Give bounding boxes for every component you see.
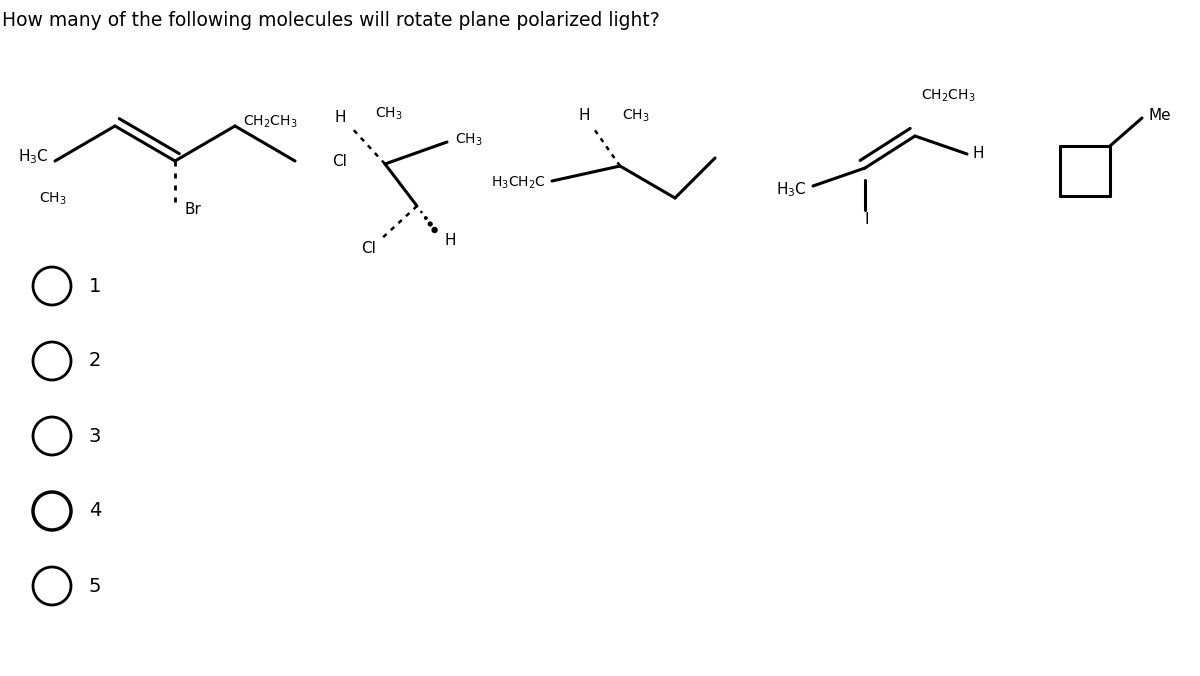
Text: $\mathregular{CH_3}$: $\mathregular{CH_3}$	[40, 191, 67, 208]
Text: $\mathregular{CH_3}$: $\mathregular{CH_3}$	[455, 132, 482, 148]
Text: $\mathregular{H_3C}$: $\mathregular{H_3C}$	[776, 180, 808, 199]
Text: Cl: Cl	[361, 241, 377, 256]
Text: I: I	[865, 212, 869, 228]
Circle shape	[425, 217, 427, 219]
Text: 5: 5	[89, 577, 102, 596]
Text: $\mathregular{CH_2CH_3}$: $\mathregular{CH_2CH_3}$	[242, 114, 298, 130]
Text: 3: 3	[89, 427, 101, 445]
Text: $\mathregular{CH_2CH_3}$: $\mathregular{CH_2CH_3}$	[922, 88, 976, 104]
Text: Cl: Cl	[332, 155, 347, 170]
Text: $\mathregular{H_3CH_2C}$: $\mathregular{H_3CH_2C}$	[491, 175, 546, 191]
Text: 1: 1	[89, 276, 101, 295]
Text: How many of the following molecules will rotate plane polarized light?: How many of the following molecules will…	[2, 11, 660, 30]
Text: $\mathregular{CH_3}$: $\mathregular{CH_3}$	[622, 107, 650, 124]
Text: $\mathregular{CH_3}$: $\mathregular{CH_3}$	[376, 106, 403, 122]
Text: H: H	[578, 109, 589, 124]
Text: H: H	[335, 110, 346, 126]
Text: H: H	[445, 233, 456, 249]
Text: $\mathregular{H_3C}$: $\mathregular{H_3C}$	[18, 147, 49, 166]
Circle shape	[428, 222, 432, 226]
Text: 2: 2	[89, 352, 101, 370]
Circle shape	[421, 212, 422, 213]
Text: Br: Br	[185, 201, 202, 216]
Text: Me: Me	[1148, 109, 1171, 124]
Text: H: H	[973, 147, 984, 162]
Circle shape	[432, 228, 437, 233]
Text: 4: 4	[89, 502, 101, 521]
